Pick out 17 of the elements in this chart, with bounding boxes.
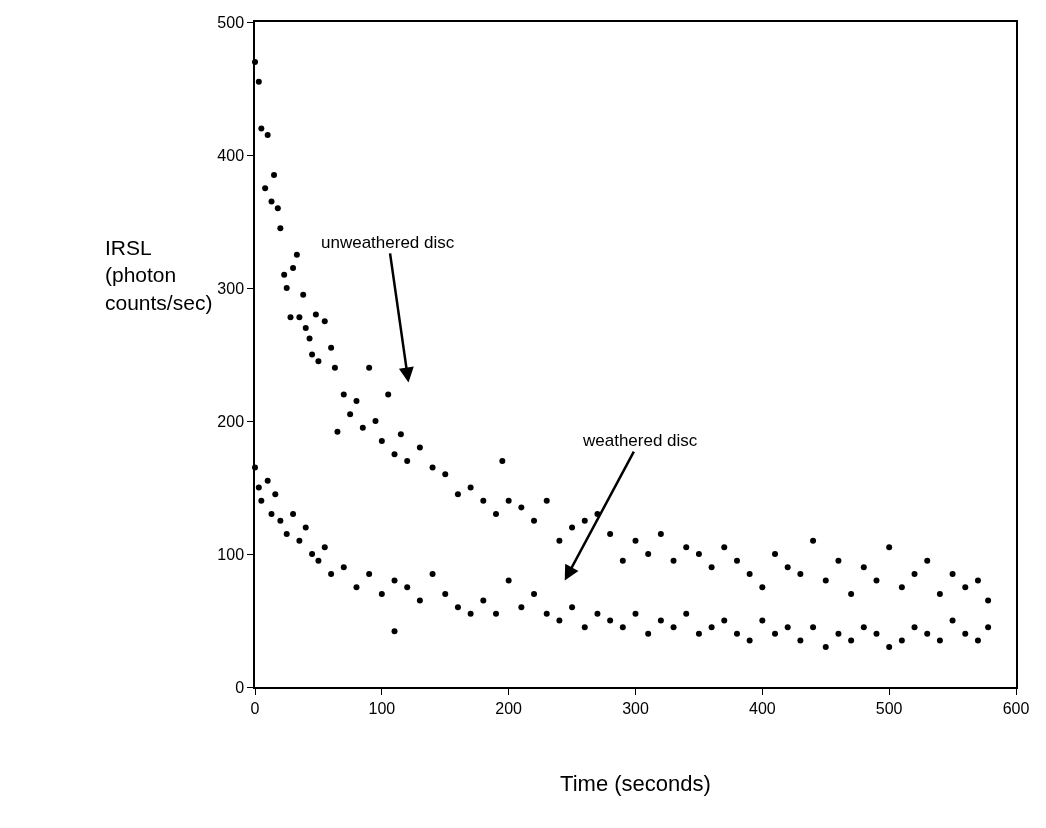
x-axis-title: Time (seconds)	[560, 771, 711, 797]
y-tick-label: 300	[217, 279, 245, 297]
x-tick-label: 200	[495, 699, 523, 717]
y-tick-label: 200	[217, 412, 245, 430]
y-tick-label: 400	[217, 146, 245, 164]
x-tick-label: 0	[250, 699, 260, 717]
x-tick-label: 300	[622, 699, 649, 717]
annotation: unweathered disc	[321, 233, 455, 252]
y-tick-label: 100	[217, 545, 245, 563]
x-tick-label: 100	[368, 699, 396, 717]
x-tick-label: 500	[875, 699, 903, 717]
y-tick-label: 0	[235, 678, 245, 696]
x-tick-label: 600	[1002, 699, 1030, 717]
y-axis-title: IRSL (photon counts/sec)	[105, 236, 213, 314]
annotation: weathered disc	[582, 431, 698, 450]
y-tick-label: 500	[217, 13, 245, 31]
x-tick-label: 400	[748, 699, 776, 717]
